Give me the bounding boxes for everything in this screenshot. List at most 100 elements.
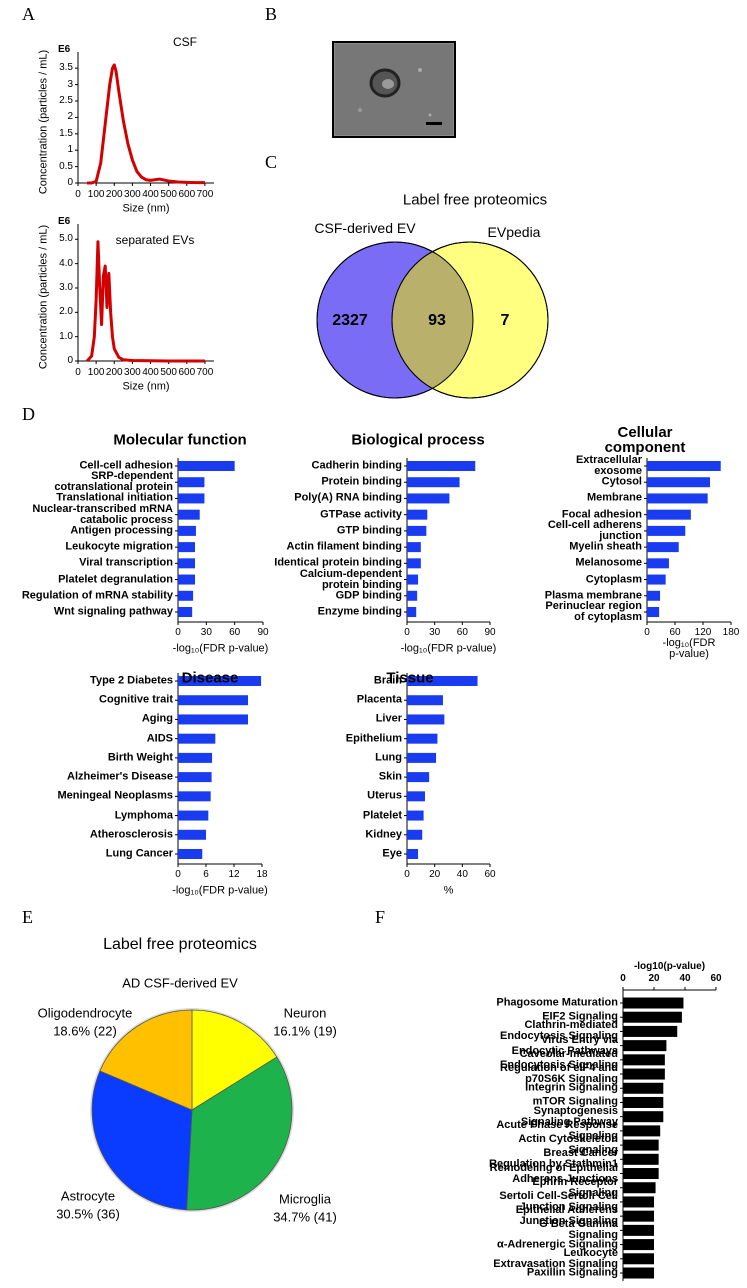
chart-title: Disease — [181, 669, 239, 687]
pie-slice — [186, 1056, 293, 1211]
category-label: EIF2 Signaling — [542, 1010, 618, 1023]
bar — [178, 810, 209, 821]
bar — [178, 676, 262, 686]
bar — [623, 1139, 659, 1151]
category-label: Nuclear-transcribed mRNA catabolic proce… — [32, 502, 173, 526]
data-line — [85, 240, 205, 363]
chart-title: Biological process — [351, 431, 485, 449]
category-label: Synaptogenesis Signaling Pathway — [520, 1104, 618, 1128]
x-tick-label: 20 — [648, 973, 660, 984]
chart-title: Molecular function — [113, 431, 247, 449]
category-label: Remodeling of Epithelial Adherens Juncti… — [489, 1161, 618, 1185]
bar — [407, 525, 427, 536]
region-count: 7 — [500, 312, 510, 329]
bar — [178, 772, 212, 783]
bar — [407, 733, 438, 744]
category-label: GDP binding — [335, 589, 402, 602]
x-tick-label: 30 — [200, 627, 212, 638]
x-tick-label: 500 — [160, 367, 177, 378]
bar — [623, 1210, 654, 1222]
x-tick-label: 40 — [679, 973, 691, 984]
category-label: Cell-cell adherens junction — [547, 518, 642, 542]
x-tick-label: 400 — [142, 367, 159, 378]
panel-letter: D — [22, 404, 35, 424]
bar — [623, 997, 684, 1009]
x-tick-label: 60 — [484, 869, 496, 880]
bar — [623, 1068, 665, 1080]
category-label: Uterus — [367, 789, 402, 802]
y-tick-label: 0 — [67, 177, 73, 188]
bar — [407, 574, 419, 585]
bar — [623, 1040, 667, 1052]
bar — [178, 849, 203, 859]
x-tick-label: 0 — [620, 973, 626, 984]
y-axis-label: Concentration (particles / mL) — [37, 49, 50, 194]
category-label: Skin — [378, 770, 402, 783]
bar — [647, 525, 686, 536]
bar — [178, 695, 248, 706]
bar — [647, 509, 691, 520]
bar — [178, 493, 205, 504]
category-label: mTOR Signaling — [532, 1095, 618, 1108]
y-tick-label: 3 — [67, 78, 73, 90]
bar — [623, 1025, 678, 1037]
category-label: Breast Cancer Regulation by Stathmin1 — [489, 1147, 618, 1171]
x-tick-label: 0 — [175, 627, 181, 638]
category-label: Virus Entry via Endocytic Pathways — [511, 1033, 618, 1057]
category-label: Sertoli Cell-Sertoli Cell Junction Signa… — [499, 1189, 618, 1213]
bar — [178, 590, 194, 601]
bar — [407, 752, 437, 763]
x-tick-label: 60 — [456, 627, 468, 638]
bar — [623, 1224, 654, 1236]
category-label: Cytoplasm — [585, 573, 642, 586]
x-tick-label: 200 — [105, 367, 123, 378]
x-tick-label: 300 — [124, 367, 141, 378]
x-tick-label: 18 — [256, 869, 268, 880]
bar — [647, 590, 661, 601]
category-label: Leukocyte Extravasation Signaling — [493, 1246, 618, 1270]
category-label: Cognitive trait — [99, 693, 173, 706]
bar — [647, 607, 660, 617]
bar — [178, 574, 195, 585]
slice-value-label: 34.7% (41) — [273, 1209, 337, 1225]
x-tick-label: 180 — [722, 627, 740, 638]
bar — [407, 590, 418, 601]
x-axis-label: Size (nm) — [122, 202, 170, 215]
category-label: Leukocyte migration — [65, 540, 173, 553]
y-unit: E6 — [58, 216, 71, 227]
x-tick-label: 0 — [75, 367, 81, 378]
category-label: Wnt signaling pathway — [53, 605, 173, 618]
bar — [407, 676, 478, 686]
category-label: GTPase activity — [320, 508, 402, 521]
category-label: Brain — [373, 674, 402, 687]
bar — [178, 509, 200, 520]
bar — [178, 829, 206, 840]
category-label: Poly(A) RNA binding — [294, 491, 402, 504]
x-tick-label: 300 — [124, 189, 141, 200]
bar — [647, 542, 679, 553]
x-tick-label: 0 — [404, 869, 410, 880]
category-label: Lung — [375, 751, 402, 764]
category-label: Regulation of eIF4 and p70S6K Signaling — [500, 1062, 618, 1086]
bar — [623, 1182, 656, 1194]
pie-slice — [191, 1009, 278, 1111]
chart-title: Label free proteomics — [103, 936, 257, 953]
chart-title: Cellular component — [604, 424, 686, 456]
panel-letter: C — [265, 152, 278, 172]
x-tick-label: 90 — [257, 627, 269, 638]
panel-letter: E — [22, 907, 33, 927]
x-axis-label: -log₁₀(FDR p-value) — [172, 884, 268, 897]
category-label: Membrane — [586, 491, 642, 504]
category-label: Focal adhesion — [561, 508, 642, 521]
category-label: G Beta Gamma Signaling — [539, 1218, 618, 1242]
category-label: Lung Cancer — [105, 847, 173, 860]
category-label: Melanosome — [575, 556, 642, 569]
y-tick-label: 2.5 — [59, 95, 73, 106]
y-tick-label: 5.0 — [59, 233, 73, 245]
bar — [623, 1011, 682, 1023]
category-label: Epithelium — [345, 732, 402, 745]
category-label: Identical protein binding — [274, 556, 402, 569]
category-label: Caveolar-mediated Endocytosis Signaling — [500, 1047, 618, 1071]
category-label: Actin filament binding — [286, 540, 403, 553]
